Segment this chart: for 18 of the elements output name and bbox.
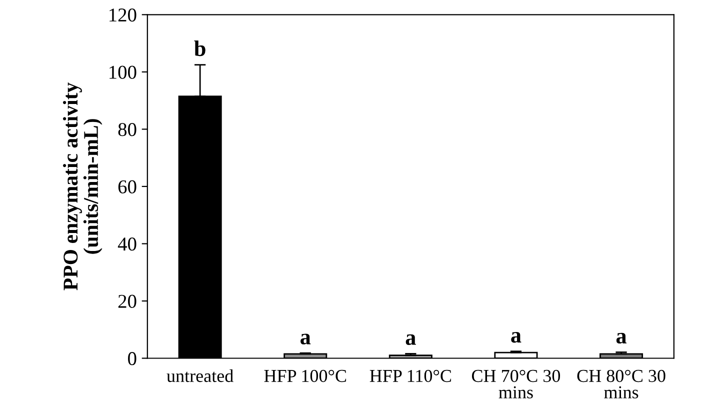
x-tick-label: HFP 100°C <box>264 370 346 382</box>
y-axis-title: PPO enzymatic activity (units/min-mL) <box>62 82 102 290</box>
y-tick-label: 80 <box>118 123 136 136</box>
y-tick-label: 40 <box>118 238 136 251</box>
y-tick-label: 0 <box>128 352 136 366</box>
x-tick-label: CH 70°C 30 mins <box>472 370 560 398</box>
y-tick-label: 20 <box>118 294 136 308</box>
annotation: b <box>194 40 206 56</box>
x-tick-label: CH 80°C 30 mins <box>577 370 666 398</box>
annotation: a <box>511 332 522 343</box>
annotation: a <box>300 334 311 344</box>
y-tick-label: 120 <box>110 8 136 22</box>
annotation: a <box>406 334 416 345</box>
annotation: a <box>616 332 626 344</box>
y-tick-label: 60 <box>118 180 136 194</box>
y-tick-label: 100 <box>110 66 136 79</box>
x-tick-label: HFP 110°C <box>370 370 451 382</box>
x-tick-label: untreated <box>166 369 234 382</box>
